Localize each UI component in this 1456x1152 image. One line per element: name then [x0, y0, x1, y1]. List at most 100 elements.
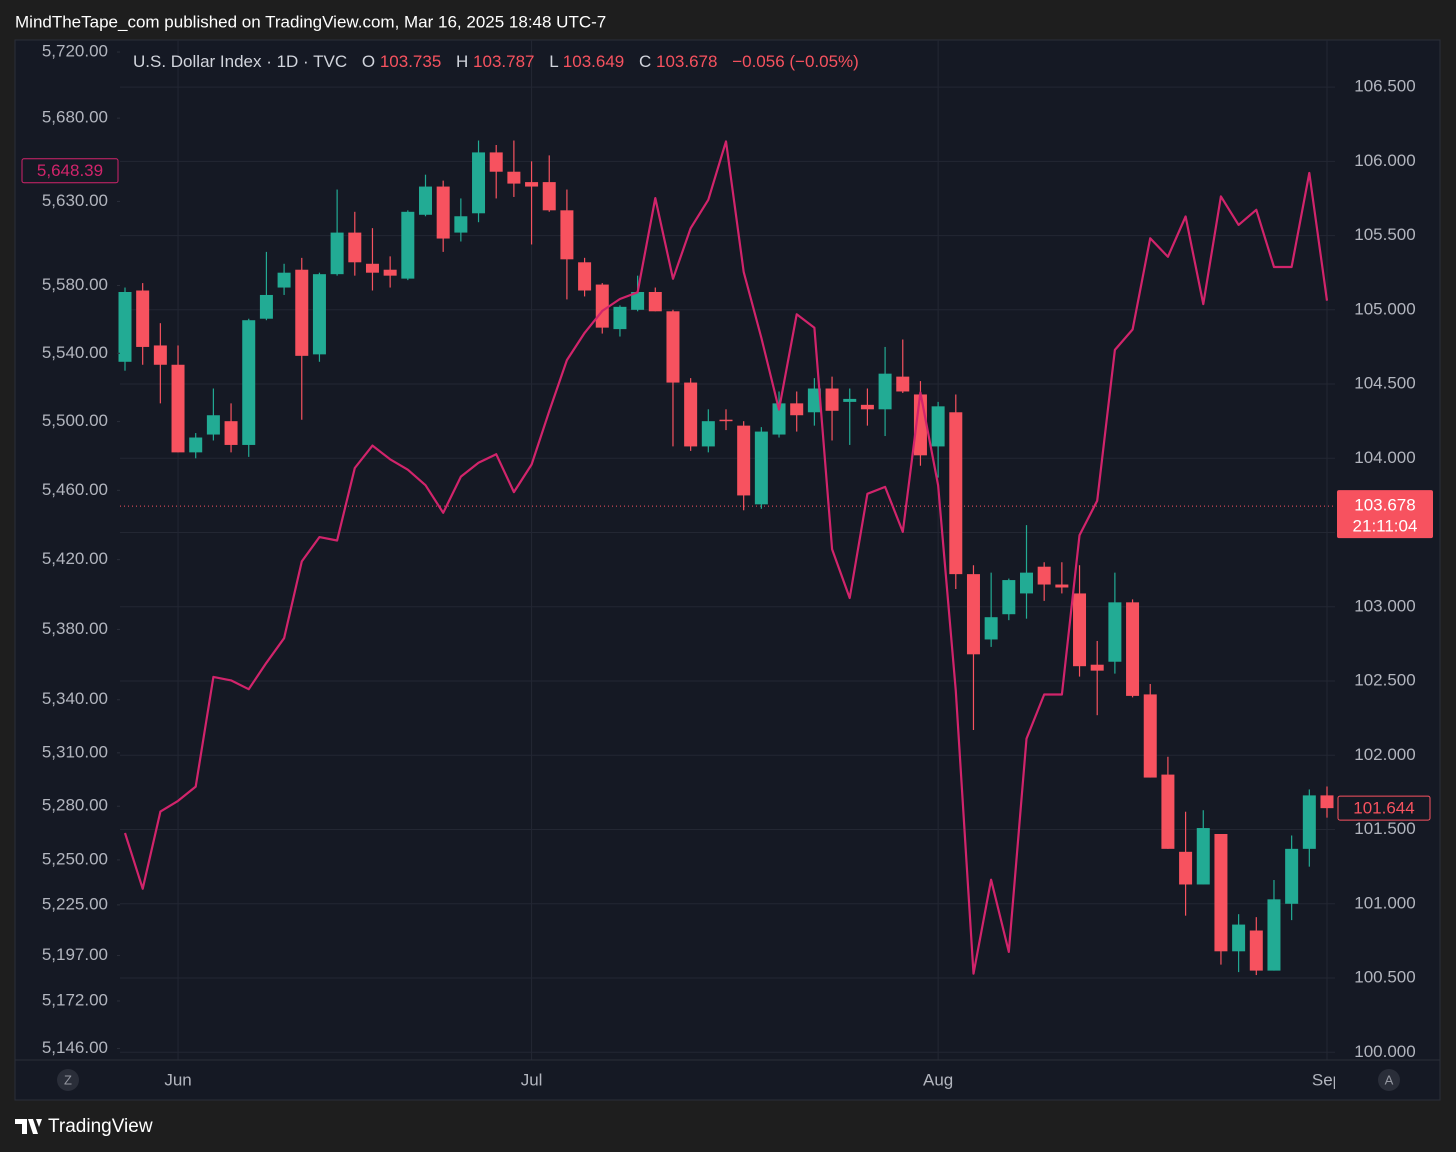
- y-tick-label: 5,460.00: [42, 480, 108, 499]
- candle-body: [1020, 572, 1033, 594]
- candle-body: [754, 431, 768, 505]
- candle-body: [896, 376, 910, 392]
- button-circle[interactable]: [1378, 1069, 1400, 1091]
- legend-close-label: C: [639, 52, 651, 71]
- candle-body: [631, 291, 645, 310]
- candle-body: [1073, 593, 1087, 667]
- candle-body: [595, 284, 609, 328]
- grid-layer: [120, 40, 1335, 1060]
- legend-open-label: O: [362, 52, 375, 71]
- y-tick-label: 5,420.00: [42, 549, 108, 568]
- last-close-box: [1337, 795, 1431, 821]
- zoom-button[interactable]: Z: [57, 1069, 79, 1091]
- y2-tick-label: 104.000: [1354, 448, 1415, 467]
- price-countdown: 21:11:04: [1353, 517, 1418, 536]
- candle-body: [1285, 848, 1299, 904]
- candle-body: [1249, 930, 1263, 971]
- candle-body: [1267, 899, 1281, 971]
- x-axis-labels: Jun Jul Aug Sep: [164, 1070, 1342, 1089]
- candle-body: [118, 291, 132, 362]
- y2-tick-label: 103.000: [1354, 596, 1415, 615]
- y2-tick-label: 102.500: [1354, 671, 1415, 690]
- y2-tick-label: 101.500: [1354, 819, 1415, 838]
- axes-layer: 106.500 106.000 105.500 105.000 104.500 104.0…: [15, 42, 1440, 1089]
- candle-body: [1196, 828, 1210, 885]
- y2-tick-label: 106.500: [1354, 77, 1415, 96]
- candle-body: [1108, 602, 1122, 662]
- candle-body: [843, 398, 857, 402]
- y2-tick-label: 105.000: [1354, 299, 1415, 318]
- candle-body: [525, 182, 539, 187]
- candle-body: [931, 406, 945, 447]
- legend-change: −0.056 (−0.05%): [732, 52, 859, 71]
- button-label[interactable]: Z: [64, 1072, 72, 1087]
- candle-body: [383, 269, 397, 276]
- y-tick-label: 5,630.00: [42, 191, 108, 210]
- line-series: [123, 140, 1329, 975]
- candle-body: [949, 412, 963, 575]
- legend-low: 103.649: [563, 52, 624, 71]
- legend-high: 103.787: [473, 52, 534, 71]
- publish-header: MindTheTape_com published on TradingView…: [15, 12, 606, 31]
- y-tick-label: 5,540.00: [42, 343, 108, 362]
- candle-body: [1055, 584, 1069, 588]
- brand-logo: [15, 1119, 42, 1134]
- candle-body: [648, 291, 662, 312]
- y-tick-label: 5,380.00: [42, 619, 108, 638]
- candle-body: [790, 403, 804, 416]
- candle-body: [1232, 924, 1246, 952]
- legend-close: 103.678: [656, 52, 717, 71]
- candle-body: [1179, 851, 1193, 885]
- candle-body: [666, 311, 680, 383]
- candle-body: [330, 232, 344, 275]
- price-box: [1337, 490, 1433, 539]
- marks-layer: [118, 140, 1334, 976]
- candle-body: [560, 210, 574, 260]
- y2-tick-label: 104.500: [1354, 374, 1415, 393]
- y2-tick-label: 100.000: [1354, 1042, 1415, 1061]
- candle-body: [1090, 664, 1104, 671]
- y2-tick-label: 101.000: [1354, 893, 1415, 912]
- x-tick-label: Sep: [1312, 1070, 1342, 1089]
- x-tick-label: Jun: [164, 1070, 191, 1089]
- brand-name: TradingView: [48, 1116, 153, 1137]
- logo-mark: [15, 1119, 42, 1134]
- legend-symbol: U.S. Dollar Index · 1D · TVC: [133, 52, 347, 71]
- candle-body: [277, 272, 291, 288]
- candle-body: [719, 419, 733, 422]
- y2-tick-label: 100.500: [1354, 968, 1415, 987]
- candle-body: [1214, 833, 1228, 952]
- candle-body: [578, 262, 592, 291]
- candle-body: [1143, 694, 1157, 778]
- candle-body: [454, 216, 468, 233]
- button-circle[interactable]: [57, 1069, 79, 1091]
- legend-high-label: H: [456, 52, 468, 71]
- y2-tick-label: 106.000: [1354, 151, 1415, 170]
- candle-body: [984, 617, 998, 640]
- candle-body: [153, 345, 167, 365]
- price-label: 103.678: [1354, 496, 1415, 515]
- candle-body: [1002, 580, 1016, 615]
- y-tick-label: 5,146.00: [42, 1038, 108, 1057]
- y-tick-label: 5,225.00: [42, 894, 108, 913]
- auto-scale-button[interactable]: A: [1378, 1069, 1400, 1091]
- candle-body: [772, 403, 786, 435]
- y-tick-label: 5,197.00: [42, 945, 108, 964]
- candle-body: [807, 388, 821, 413]
- last-close-label: 101.644: [1353, 799, 1414, 818]
- candle-body: [419, 186, 432, 215]
- y2-tick-label: 102.000: [1354, 745, 1415, 764]
- candle-body: [189, 437, 203, 453]
- candle-body: [348, 232, 362, 263]
- line-value-label: 5,648.39: [37, 161, 103, 180]
- legend: U.S. Dollar Index · 1D · TVC O 103.735 H…: [133, 52, 859, 71]
- candle-body: [171, 364, 185, 453]
- candle-body: [489, 152, 503, 172]
- candle-body: [737, 425, 751, 496]
- candle-body: [542, 182, 556, 211]
- candle-body: [701, 421, 715, 447]
- y-tick-label: 5,500.00: [42, 411, 108, 430]
- button-label[interactable]: A: [1385, 1072, 1394, 1087]
- y-tick-label: 5,720.00: [42, 42, 108, 61]
